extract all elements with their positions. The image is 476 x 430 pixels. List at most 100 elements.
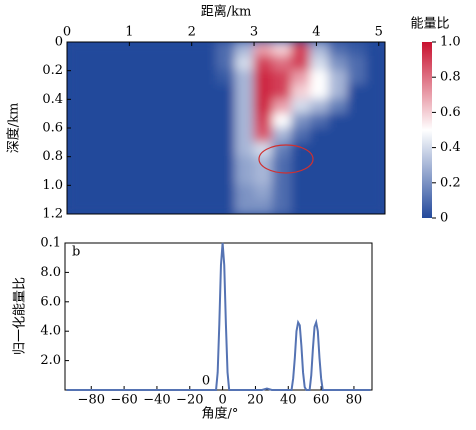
heatmap-cell (290, 199, 311, 214)
heatmap-cell (160, 156, 180, 172)
heatmap-cell (216, 70, 236, 86)
heatmap-cell (272, 42, 292, 57)
y-tick-label: 0.1 (40, 236, 61, 251)
heatmap-cell (253, 84, 274, 100)
heatmap-cell (347, 113, 367, 129)
heatmap-cell (309, 70, 330, 86)
heatmap-cell (160, 141, 180, 158)
heatmap-cell (309, 55, 330, 72)
heatmap-cell (216, 84, 236, 100)
heatmap-cell (272, 127, 292, 143)
y-tick-label: 6.0 (40, 294, 61, 309)
heatmap-cell (178, 141, 199, 158)
heatmap-cell (67, 170, 87, 186)
heatmap-cell (122, 141, 143, 158)
heatmap-cell (253, 127, 274, 143)
heatmap-cell (309, 156, 330, 172)
heatmap-cell (290, 42, 311, 57)
heatmap-cell (234, 127, 255, 143)
heatmap-cell (290, 141, 311, 158)
heatmap-cell (328, 70, 349, 86)
heatmap-cell (103, 98, 124, 115)
heatmap-cell (178, 199, 199, 214)
x-tick-label: 1 (125, 25, 133, 40)
heatmap-cell (141, 170, 162, 186)
heatmap-cell (234, 141, 255, 158)
heatmap-cell (122, 184, 143, 201)
heatmap-cell (309, 113, 330, 129)
heatmap-cell (122, 42, 143, 57)
heatmap-cell (272, 156, 292, 172)
heatmap-cell (216, 184, 236, 201)
y-tick-label: 0 (55, 35, 63, 50)
heatmap-cell (309, 170, 330, 186)
heatmap-cell (290, 98, 311, 115)
heatmap-cell (328, 170, 349, 186)
x-tick-label: 4 (312, 25, 320, 40)
heatmap-cell (290, 113, 311, 129)
colorbar-tick-label: 0.6 (440, 105, 461, 120)
heatmap-cell (103, 170, 124, 186)
heatmap-cell (122, 156, 143, 172)
heatmap-cell (253, 70, 274, 86)
heatmap (67, 42, 385, 214)
heatmap-cell (85, 113, 105, 129)
heatmap-cell (197, 199, 218, 214)
heatmap-cell (272, 113, 292, 129)
heatmap-cell (141, 156, 162, 172)
heatmap-cell (347, 55, 367, 72)
heatmap-cell (272, 199, 292, 214)
heatmap-cell (216, 98, 236, 115)
heatmap-cell (103, 55, 124, 72)
x-tick-label: −60 (110, 393, 137, 408)
heatmap-cell (141, 42, 162, 57)
y-axis-title: 归一化能量比 (13, 277, 28, 355)
heatmap-cell (85, 84, 105, 100)
heatmap-cell (122, 98, 143, 115)
heatmap-cell (67, 70, 87, 86)
heatmap-cells (67, 42, 385, 214)
heatmap-cell (160, 199, 180, 214)
heatmap-cell (160, 42, 180, 57)
heatmap-cell (178, 70, 199, 86)
heatmap-cell (272, 55, 292, 72)
heatmap-cell (365, 141, 385, 158)
x-axis-title: 角度/° (202, 406, 239, 422)
heatmap-cell (197, 55, 218, 72)
heatmap-cell (347, 127, 367, 143)
heatmap-cell (67, 98, 87, 115)
heatmap-cell (234, 199, 255, 214)
x-tick-label: 40 (280, 393, 297, 408)
heatmap-cell (216, 42, 236, 57)
heatmap-cell (103, 113, 124, 129)
heatmap-cell (141, 98, 162, 115)
heatmap-cell (197, 170, 218, 186)
heatmap-cell (178, 127, 199, 143)
x-axis-title: 距离/km (201, 4, 252, 20)
heatmap-cell (328, 55, 349, 72)
heatmap-cell (141, 199, 162, 214)
heatmap-cell (67, 42, 87, 57)
heatmap-cell (67, 199, 87, 214)
heatmap-cell (365, 98, 385, 115)
heatmap-cell (347, 84, 367, 100)
heatmap-cell (309, 199, 330, 214)
heatmap-cell (272, 184, 292, 201)
heatmap-cell (365, 55, 385, 72)
heatmap-cell (67, 55, 87, 72)
heatmap-cell (67, 184, 87, 201)
heatmap-cell (234, 170, 255, 186)
heatmap-cell (365, 199, 385, 214)
heatmap-cell (122, 113, 143, 129)
heatmap-cell (347, 199, 367, 214)
heatmap-cell (234, 184, 255, 201)
heatmap-cell (309, 141, 330, 158)
heatmap-cell (365, 184, 385, 201)
heatmap-cell (122, 70, 143, 86)
heatmap-cell (85, 42, 105, 57)
heatmap-cell (309, 84, 330, 100)
highlight-ellipse (258, 144, 314, 174)
heatmap-cell (365, 113, 385, 129)
heatmap-cell (103, 127, 124, 143)
heatmap-cell (197, 113, 218, 129)
